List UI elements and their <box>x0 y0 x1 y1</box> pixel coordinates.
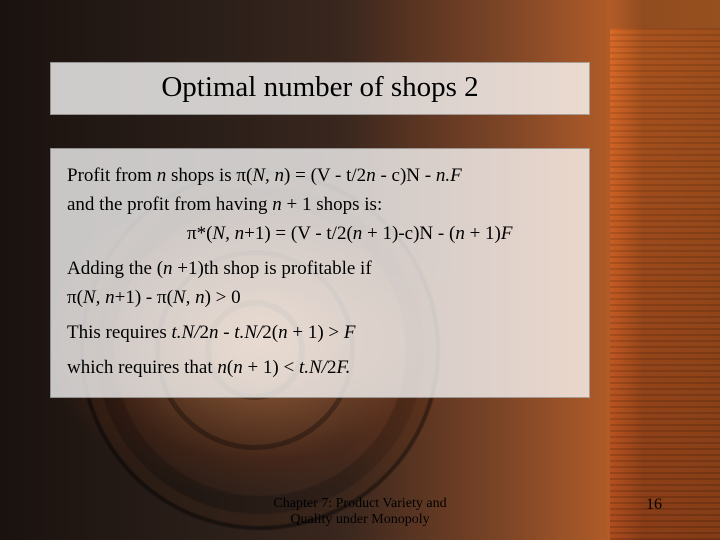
var-tN: t.N/ <box>299 357 327 378</box>
var-F: F <box>344 322 356 343</box>
text: + 1) > <box>288 322 344 343</box>
body-line: and the profit from having n + 1 shops i… <box>67 192 573 217</box>
body-equation: π*(N, n+1) = (V - t/2(n + 1)-c)N - (n + … <box>67 221 573 246</box>
text: 2( <box>262 322 278 343</box>
var-n: n <box>366 165 376 186</box>
var-nF: n.F <box>436 165 462 186</box>
body-line: Profit from n shops is π(N, n) = (V - t/… <box>67 163 573 188</box>
text: Profit from <box>67 165 157 186</box>
body-line: which requires that n(n + 1) < t.N/2F. <box>67 355 573 380</box>
body-line: π(N, n+1) - π(N, n) > 0 <box>67 285 573 310</box>
var-n: n <box>163 258 173 279</box>
var-Nn: N, n <box>83 287 115 308</box>
var-F: F. <box>336 357 350 378</box>
var-n: n <box>278 322 288 343</box>
text: +1) = (V - t/2( <box>244 223 353 244</box>
page-number: 16 <box>646 496 662 514</box>
text: Adding the ( <box>67 258 163 279</box>
text: + 1) <box>465 223 501 244</box>
body-line: Adding the (n +1)th shop is profitable i… <box>67 256 573 281</box>
text: ) = (V - t/2 <box>284 165 366 186</box>
text: ) > 0 <box>205 287 241 308</box>
text: which requires that <box>67 357 217 378</box>
text: - <box>218 322 234 343</box>
text: + 1)-c)N - ( <box>362 223 455 244</box>
text: 2 <box>199 322 209 343</box>
slide-title: Optimal number of shops 2 <box>65 71 575 104</box>
text: and the profit from having <box>67 194 272 215</box>
text: shops is π( <box>166 165 252 186</box>
var-Nn: N, n <box>252 165 284 186</box>
text: - c)N - <box>376 165 436 186</box>
slide-title-box: Optimal number of shops 2 <box>50 62 590 115</box>
text: +1) - π( <box>115 287 173 308</box>
slide-body: Profit from n shops is π(N, n) = (V - t/… <box>50 148 590 398</box>
var-F: F <box>501 223 513 244</box>
var-n: n <box>217 357 227 378</box>
var-n: n <box>233 357 243 378</box>
var-n: n <box>157 165 167 186</box>
var-Nn: N, n <box>173 287 205 308</box>
text: π*( <box>187 223 212 244</box>
text: π( <box>67 287 83 308</box>
var-n: n <box>455 223 465 244</box>
var-Nn: N, n <box>212 223 244 244</box>
var-tN: t.N/ <box>171 322 199 343</box>
var-n: n <box>272 194 282 215</box>
text: + 1 shops is: <box>282 194 382 215</box>
var-n: n <box>353 223 363 244</box>
text: +1)th shop is profitable if <box>173 258 372 279</box>
text: This requires <box>67 322 171 343</box>
var-tN: t.N/ <box>234 322 262 343</box>
body-line: This requires t.N/2n - t.N/2(n + 1) > F <box>67 320 573 345</box>
text: + 1) < <box>243 357 299 378</box>
